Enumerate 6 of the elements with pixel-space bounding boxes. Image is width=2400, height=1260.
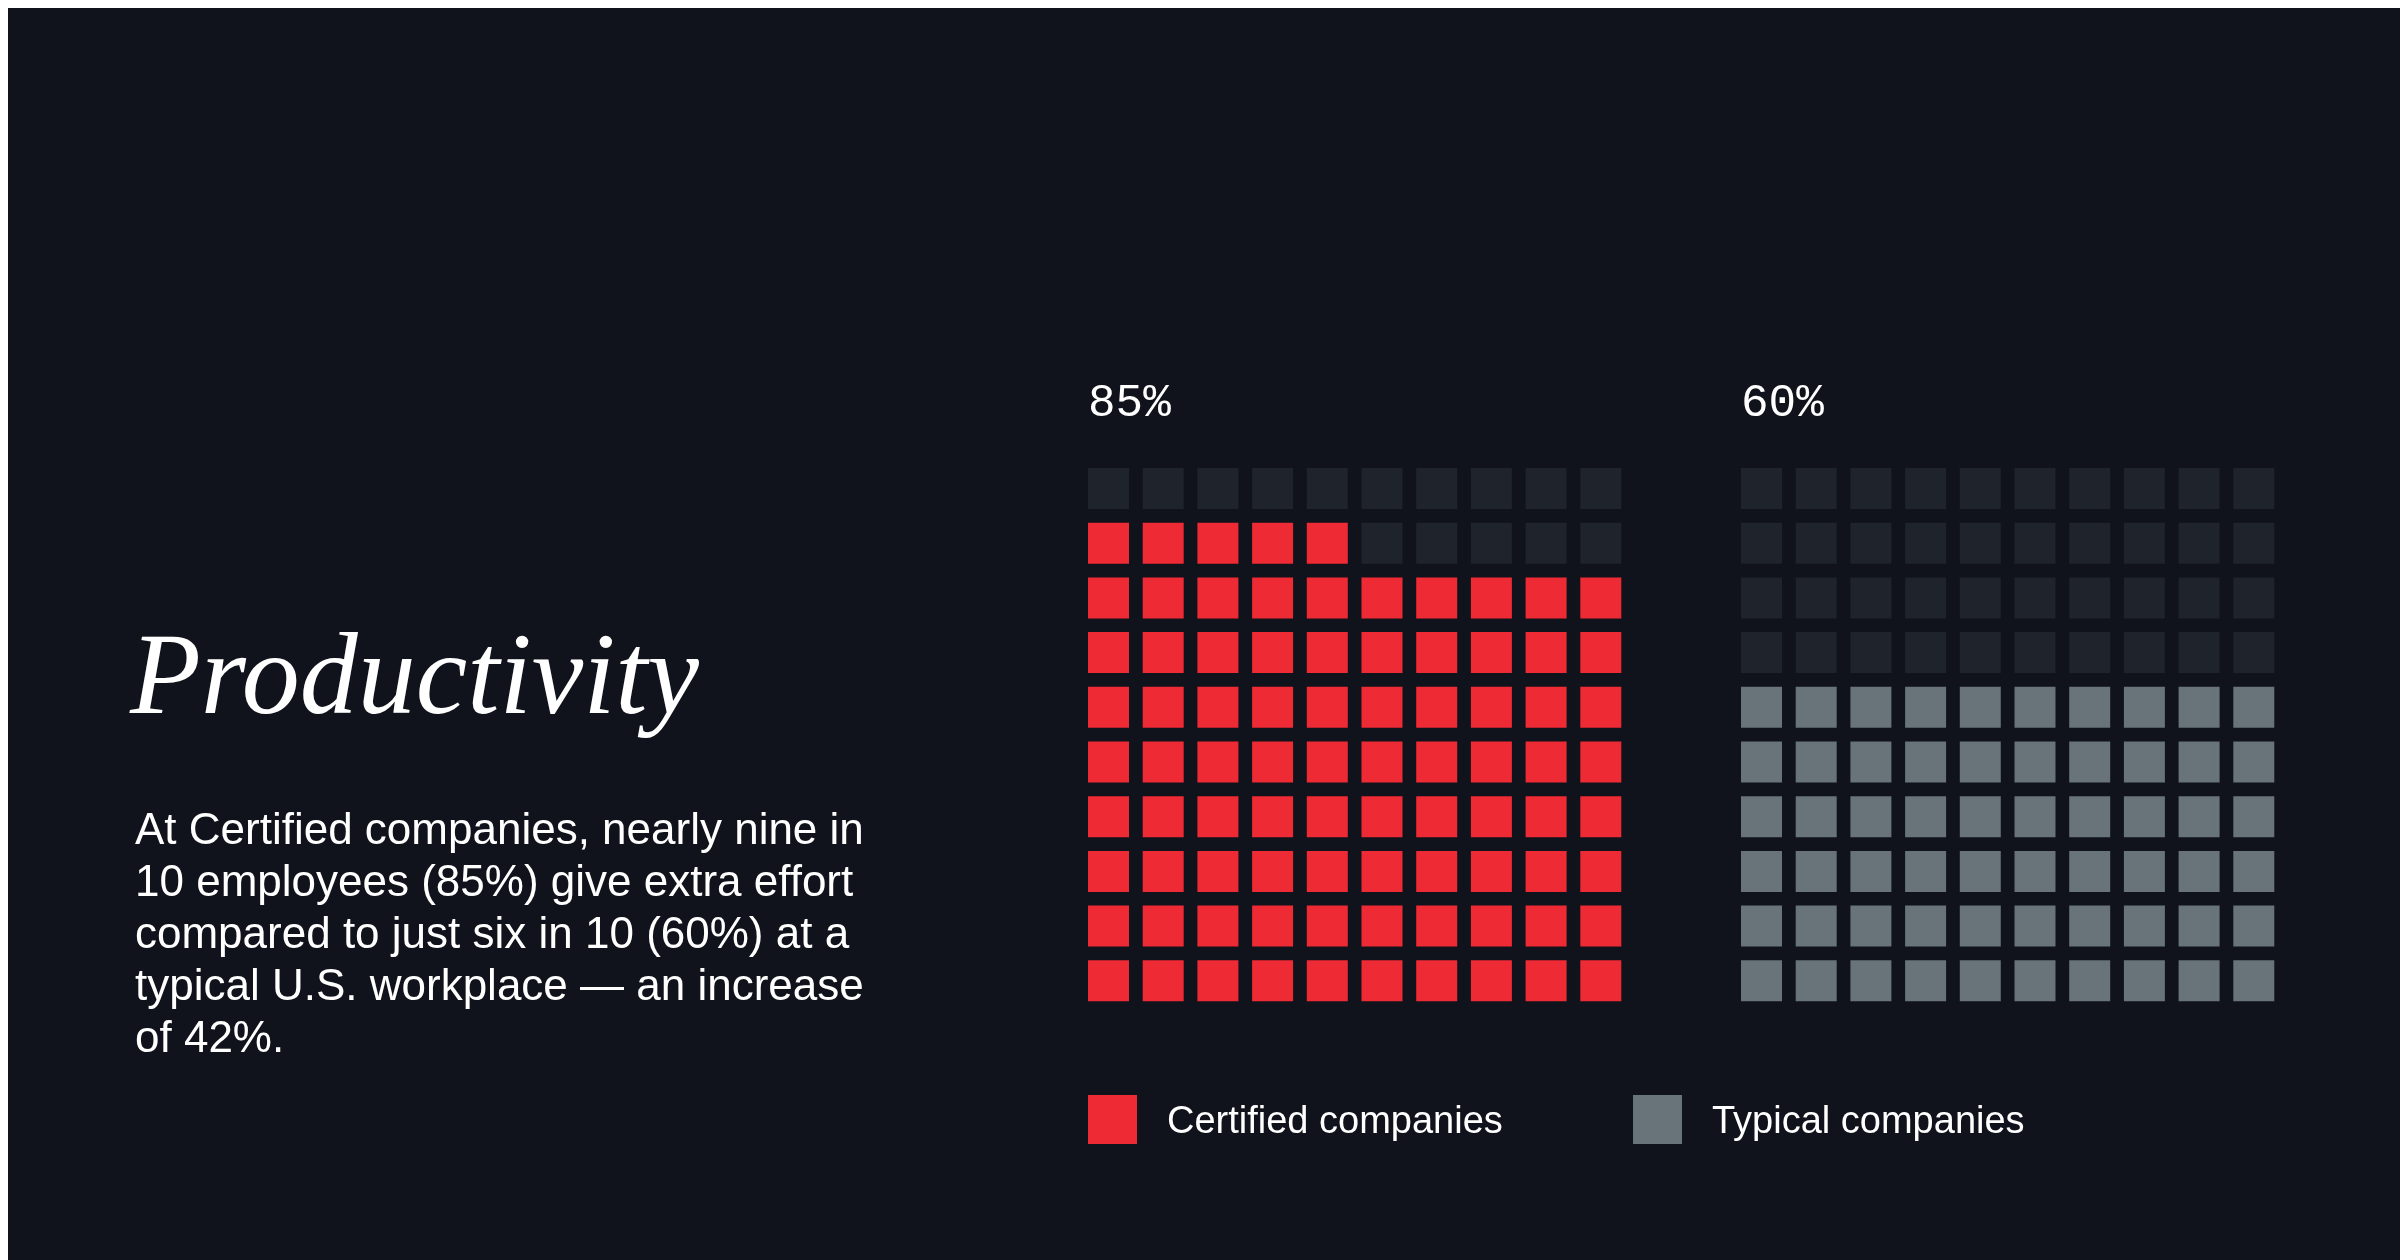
data-label: 60% (1741, 378, 1825, 432)
category-label: Typical companies (1712, 1099, 2025, 1141)
text: At Certified companies, nearly nine in 10 employees (85%) give extra effort compared to just six in 10 (60%) at a typical U.S. workplace — an increase of 42%. (135, 803, 865, 1063)
data-label: 85% (1088, 378, 1172, 432)
text: Productivity (130, 609, 700, 740)
category-label: Certified companies (1167, 1099, 1503, 1141)
